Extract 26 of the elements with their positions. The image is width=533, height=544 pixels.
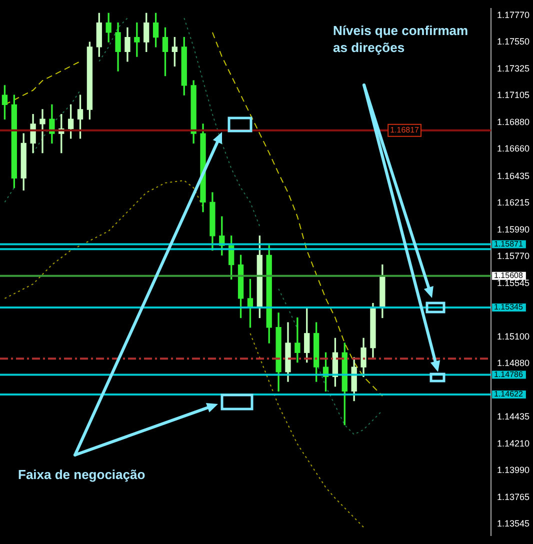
y-tick-label: 1.16215 — [497, 197, 530, 208]
ref-line-label: 1.16817 — [390, 126, 420, 135]
y-tick-label: 1.17550 — [497, 36, 530, 47]
y-tick-label: 1.17770 — [497, 10, 530, 20]
annotation: Níveis que confirmam as direções — [333, 22, 470, 56]
y-tick-label: 1.14880 — [497, 358, 530, 368]
ref-line-label: 1.15345 — [494, 302, 524, 312]
ref-line-label: 1.15871 — [494, 239, 524, 248]
y-tick-label: 1.14435 — [497, 412, 530, 422]
y-tick-label: 1.15545 — [497, 278, 530, 288]
ref-line-label: 1.14786 — [494, 370, 524, 379]
y-tick-label: 1.15770 — [497, 250, 530, 261]
y-tick-label: 1.15990 — [497, 224, 530, 234]
ref-line-label: 1.15608 — [494, 271, 524, 280]
y-tick-label: 1.13765 — [497, 492, 530, 502]
annotation: Faixa de negociação — [18, 466, 146, 483]
y-tick-label: 1.16435 — [497, 170, 530, 181]
y-tick-label: 1.13990 — [497, 465, 530, 476]
y-tick-label: 1.17105 — [497, 90, 530, 100]
y-tick-label: 1.17325 — [497, 64, 530, 74]
y-tick-label: 1.15100 — [497, 331, 530, 342]
y-tick-label: 1.16880 — [497, 117, 530, 128]
y-tick-label: 1.14210 — [497, 438, 530, 449]
y-tick-label: 1.13545 — [497, 518, 530, 529]
ref-line-label: 1.14622 — [494, 390, 524, 399]
y-tick-label: 1.16660 — [497, 144, 530, 154]
